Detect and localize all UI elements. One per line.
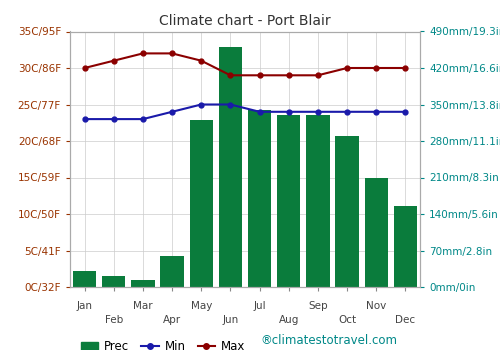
Legend: Prec, Min, Max: Prec, Min, Max [76,335,250,350]
Text: ®climatestotravel.com: ®climatestotravel.com [260,334,397,346]
Text: Apr: Apr [163,315,181,325]
Text: Feb: Feb [104,315,123,325]
Text: Aug: Aug [278,315,299,325]
Text: Sep: Sep [308,301,328,311]
Bar [364,177,388,287]
Bar [102,275,126,287]
Bar [306,115,330,287]
Text: Dec: Dec [396,315,415,325]
Text: Jan: Jan [76,301,92,311]
Bar [160,256,184,287]
Bar [219,47,242,287]
Bar [277,115,300,287]
Bar [73,271,96,287]
Title: Climate chart - Port Blair: Climate chart - Port Blair [159,14,331,28]
Text: Oct: Oct [338,315,356,325]
Bar [248,110,271,287]
Text: May: May [190,301,212,311]
Bar [394,206,417,287]
Bar [190,120,213,287]
Text: Nov: Nov [366,301,386,311]
Bar [131,280,154,287]
Text: Mar: Mar [133,301,152,311]
Bar [336,136,359,287]
Text: Jul: Jul [254,301,266,311]
Text: Jun: Jun [222,315,238,325]
